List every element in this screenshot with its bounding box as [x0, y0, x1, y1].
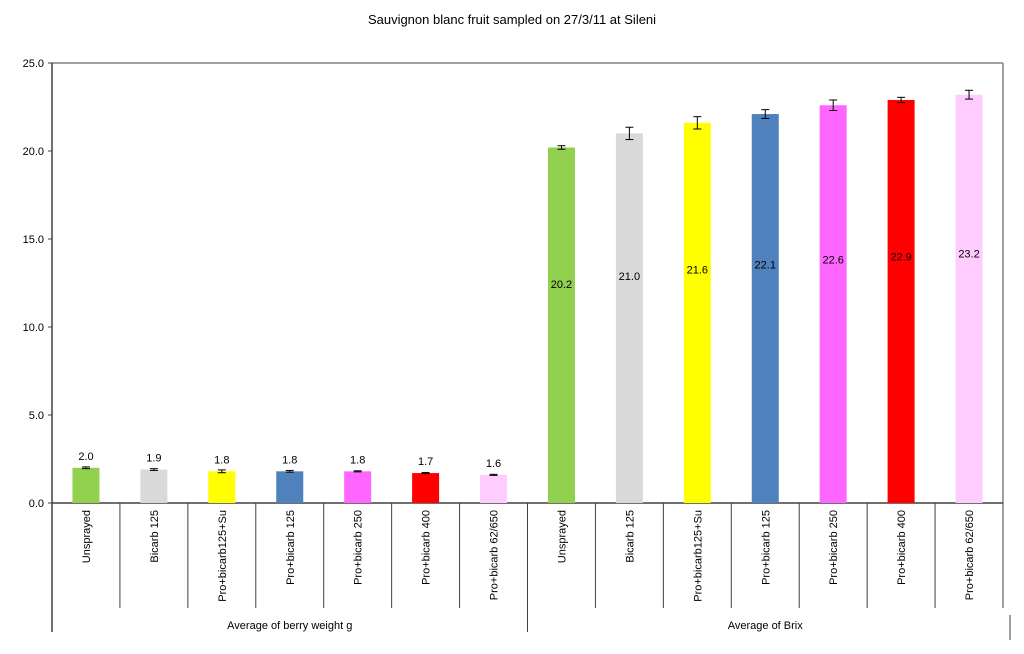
category-label: Pro+bicarb 62/650	[489, 510, 501, 600]
category-label: Pro+bicarb 250	[828, 510, 840, 585]
bar	[683, 122, 711, 503]
bar	[615, 133, 643, 503]
y-tick-label: 5.0	[29, 410, 44, 422]
category-label: Pro+bicarb 400	[896, 510, 908, 585]
category-label: Pro+bicarb 400	[421, 510, 433, 585]
category-label: Pro+bicarb 62/650	[964, 510, 976, 600]
data-label: 22.9	[890, 251, 911, 263]
data-label: 22.1	[755, 260, 776, 272]
y-tick-label: 25.0	[23, 58, 44, 70]
bar	[547, 147, 575, 504]
data-label: 21.6	[687, 265, 708, 277]
bar	[751, 114, 779, 503]
y-tick-label: 15.0	[23, 234, 44, 246]
category-label: Pro+bicarb 125	[285, 510, 297, 585]
y-tick-label: 20.0	[23, 146, 44, 158]
bar	[140, 469, 168, 503]
bar	[208, 471, 236, 503]
bar	[480, 474, 508, 503]
data-label: 21.0	[619, 271, 640, 283]
data-label: 20.2	[551, 279, 572, 291]
category-label: Pro+bicarb 125	[760, 510, 772, 585]
data-label: 23.2	[958, 248, 979, 260]
y-tick-label: 10.0	[23, 322, 44, 334]
bar	[819, 105, 847, 504]
group-label: Average of Brix	[728, 620, 804, 632]
data-label: 2.0	[78, 451, 93, 463]
bar	[955, 94, 983, 504]
y-tick-label: 0.0	[29, 498, 44, 510]
data-label: 1.6	[486, 458, 501, 470]
category-label: Unsprayed	[81, 510, 93, 563]
category-label: Pro+bicarb 250	[353, 510, 365, 585]
category-label: Bicarb 125	[149, 510, 161, 563]
data-label: 1.8	[350, 454, 365, 466]
data-label: 1.9	[146, 453, 161, 465]
data-label: 1.8	[282, 454, 297, 466]
category-label: Pro+bicarb125+Su	[692, 510, 704, 602]
chart-title: Sauvignon blanc fruit sampled on 27/3/11…	[368, 12, 656, 27]
category-label: Pro+bicarb125+Su	[217, 510, 229, 602]
data-label: 1.8	[214, 454, 229, 466]
category-label: Bicarb 125	[624, 510, 636, 563]
bar	[887, 99, 915, 504]
bar	[344, 471, 372, 503]
category-label: Unsprayed	[556, 510, 568, 563]
bar	[276, 471, 304, 503]
bar	[72, 467, 100, 503]
data-label: 1.7	[418, 456, 433, 468]
data-label: 22.6	[822, 254, 843, 266]
group-label: Average of berry weight g	[227, 620, 352, 632]
bar	[412, 473, 440, 503]
